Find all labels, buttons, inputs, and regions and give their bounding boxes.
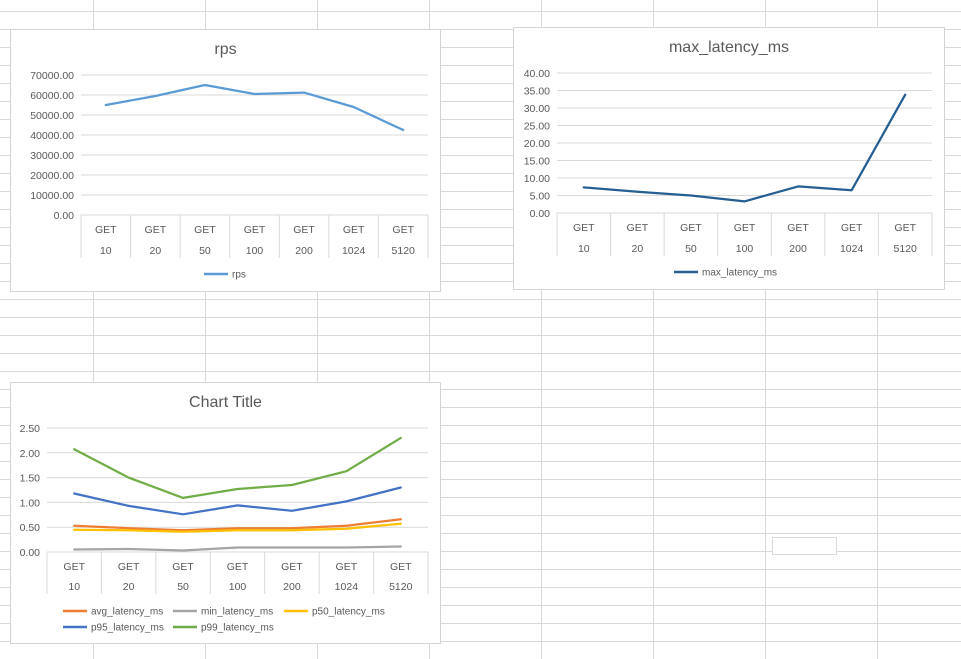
x-tick-label-method: GET	[145, 224, 167, 236]
rps-chart[interactable]: rps 0.00 10000.00 20000.00 30000.00 40000.00 5…	[10, 29, 441, 292]
y-tick-label: 30000.00	[30, 150, 74, 162]
y-tick-label: 5.00	[530, 191, 551, 203]
x-tick-label-method: GET	[281, 561, 303, 573]
x-tick-label-size: 5120	[389, 581, 413, 593]
series-line-rps	[104, 83, 405, 132]
x-tick-label-size: 20	[632, 243, 644, 255]
x-tick-label-size: 20	[150, 245, 162, 257]
x-tick-label-size: 100	[246, 245, 264, 257]
x-tick-label-size: 50	[177, 581, 189, 593]
y-tick-label: 10.00	[524, 173, 550, 185]
x-tick-label-method: GET	[627, 222, 649, 234]
x-tick-label-size: 10	[100, 245, 112, 257]
y-tick-label: 1.00	[20, 497, 41, 509]
x-tick-label-size: 50	[685, 243, 697, 255]
y-tick-label: 40.00	[524, 68, 550, 80]
series-line-p95-latency-ms	[73, 486, 402, 516]
y-tick-label: 20.00	[524, 138, 550, 150]
chart-title: Chart Title	[189, 394, 262, 411]
legend-label: p99_latency_ms	[201, 623, 274, 634]
chart-title: rps	[214, 41, 236, 58]
y-tick-label: 20000.00	[30, 170, 74, 182]
y-tick-label: 0.50	[20, 522, 41, 534]
y-tick-label: 0.00	[54, 210, 75, 222]
y-tick-label: 60000.00	[30, 90, 74, 102]
legend-label: p95_latency_ms	[91, 623, 164, 634]
x-tick-label-method: GET	[343, 224, 365, 236]
latency-percentiles-chart-svg: Chart Title 0.00 0.50 1.00 1.50 2.00 2.50 GET 10…	[20, 394, 429, 634]
x-tick-label-size: 200	[295, 245, 313, 257]
latency-percentiles-chart[interactable]: Chart Title 0.00 0.50 1.00 1.50 2.00 2.50 GET 10…	[10, 382, 441, 644]
y-tick-label: 1.50	[20, 473, 41, 485]
y-tick-label: 35.00	[524, 86, 550, 98]
x-tick-label-size: 1024	[840, 243, 864, 255]
y-tick-label: 25.00	[524, 121, 550, 133]
x-tick-label-method: GET	[734, 222, 756, 234]
x-tick-label-size: 10	[578, 243, 590, 255]
x-tick-label-method: GET	[244, 224, 266, 236]
x-tick-label-method: GET	[227, 561, 249, 573]
x-tick-label-size: 5120	[894, 243, 918, 255]
y-tick-label: 2.50	[20, 423, 41, 435]
x-tick-label-method: GET	[680, 222, 702, 234]
x-tick-label-method: GET	[95, 224, 117, 236]
x-tick-label-size: 200	[789, 243, 807, 255]
spreadsheet-cell[interactable]	[772, 537, 837, 555]
legend-label: avg_latency_ms	[91, 607, 163, 618]
x-tick-label-method: GET	[841, 222, 863, 234]
x-tick-label-method: GET	[573, 222, 595, 234]
x-tick-label-size: 10	[68, 581, 80, 593]
y-tick-label: 0.00	[20, 547, 41, 559]
chart-title: max_latency_ms	[669, 39, 789, 56]
x-tick-label-size: 1024	[335, 581, 359, 593]
legend-label: rps	[232, 270, 246, 281]
series-line-min-latency-ms	[73, 545, 402, 552]
max-latency-chart[interactable]: max_latency_ms 0.00 5.00 10.00 15.00 20.00 25.…	[513, 27, 945, 290]
series-line-max-latency-ms	[582, 93, 907, 203]
y-tick-label: 0.00	[530, 208, 551, 220]
y-tick-label: 10000.00	[30, 190, 74, 202]
series-line-p50-latency-ms	[73, 522, 402, 533]
x-tick-label-method: GET	[194, 224, 216, 236]
y-tick-label: 15.00	[524, 156, 550, 168]
y-tick-label: 30.00	[524, 103, 550, 115]
x-tick-label-size: 20	[123, 581, 135, 593]
x-tick-label-method: GET	[392, 224, 414, 236]
x-tick-label-method: GET	[172, 561, 194, 573]
x-tick-label-method: GET	[118, 561, 140, 573]
y-tick-label: 2.00	[20, 448, 41, 460]
y-tick-label: 70000.00	[30, 70, 74, 82]
legend-label: min_latency_ms	[201, 607, 273, 618]
x-tick-label-size: 200	[283, 581, 301, 593]
x-tick-label-method: GET	[336, 561, 358, 573]
legend-label: p50_latency_ms	[312, 607, 385, 618]
rps-chart-svg: rps 0.00 10000.00 20000.00 30000.00 40000.00 5…	[30, 41, 429, 281]
x-tick-label-size: 100	[736, 243, 754, 255]
x-tick-label-method: GET	[390, 561, 412, 573]
x-tick-label-method: GET	[293, 224, 315, 236]
y-tick-label: 40000.00	[30, 130, 74, 142]
x-tick-label-size: 1024	[342, 245, 366, 257]
x-tick-label-method: GET	[894, 222, 916, 234]
legend-label: max_latency_ms	[702, 268, 777, 279]
x-tick-label-size: 50	[199, 245, 211, 257]
x-tick-label-size: 100	[229, 581, 247, 593]
series-line-avg-latency-ms	[73, 518, 402, 532]
y-tick-label: 50000.00	[30, 110, 74, 122]
series-line-p99-latency-ms	[73, 436, 402, 500]
x-tick-label-method: GET	[787, 222, 809, 234]
x-tick-label-method: GET	[63, 561, 85, 573]
max-latency-chart-svg: max_latency_ms 0.00 5.00 10.00 15.00 20.00 25.…	[524, 39, 933, 279]
x-tick-label-size: 5120	[392, 245, 416, 257]
